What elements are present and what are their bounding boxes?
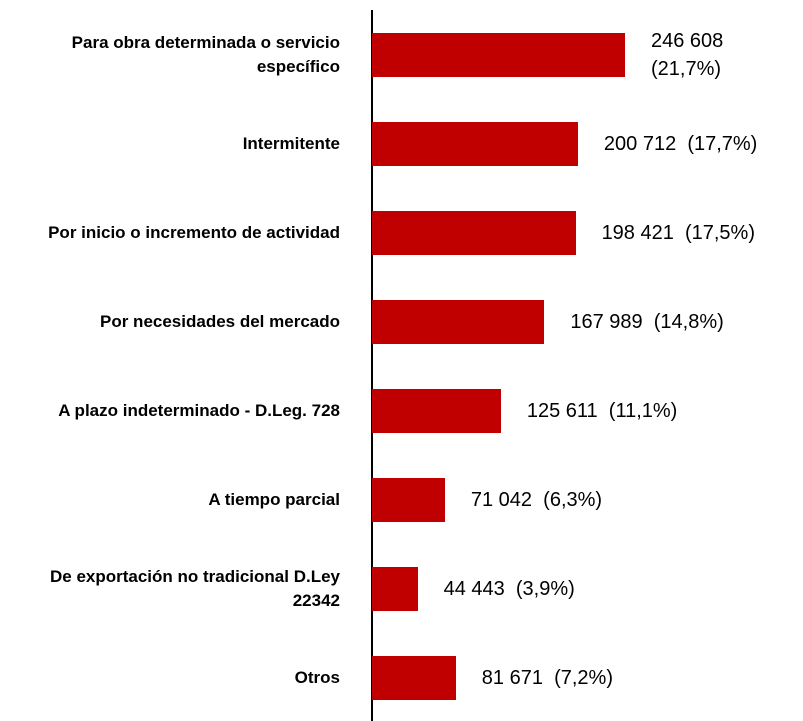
value-label: 125 611 (11,1%)	[526, 400, 678, 422]
bar	[372, 300, 545, 344]
bar	[372, 567, 418, 611]
category-label: Por necesidades del mercado	[100, 312, 340, 331]
category-label: Para obra determinada o servicio específ…	[71, 33, 340, 76]
bar	[372, 389, 501, 433]
bar	[372, 33, 625, 77]
value-label: 246 608 (21,7%)	[651, 30, 735, 80]
category-label: A plazo indeterminado - D.Leg. 728	[58, 401, 340, 420]
bar	[372, 122, 578, 166]
value-label: 71 042 (6,3%)	[470, 489, 603, 511]
category-label: Otros	[294, 668, 340, 687]
value-label: 200 712 (17,7%)	[603, 133, 758, 155]
category-label: A tiempo parcial	[208, 490, 340, 509]
bar	[372, 211, 576, 255]
value-label: 44 443 (3,9%)	[443, 578, 575, 600]
category-label: Por inicio o incremento de actividad	[48, 223, 340, 242]
value-label: 81 671 (7,2%)	[481, 667, 613, 689]
value-label: 198 421 (17,5%)	[601, 222, 755, 244]
category-label: Intermitente	[242, 134, 340, 153]
category-label: De exportación no tradicional D.Ley 2234…	[49, 567, 340, 610]
bar	[372, 478, 445, 522]
axis-line	[371, 10, 373, 721]
value-label: 167 989 (14,8%)	[570, 311, 724, 333]
bar	[372, 656, 456, 700]
